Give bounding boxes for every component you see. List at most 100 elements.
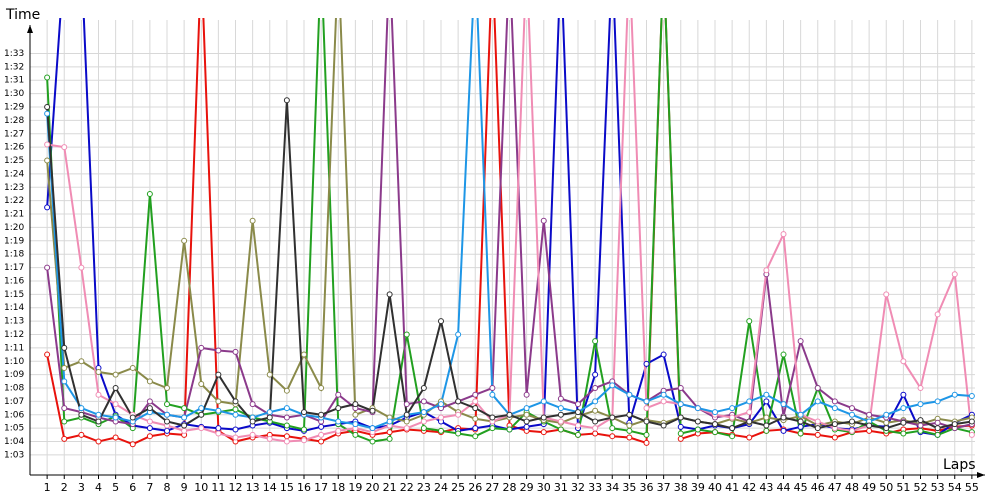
x-tick-label: 3: [78, 481, 85, 494]
point: [198, 405, 205, 412]
point: [249, 431, 256, 438]
point: [489, 414, 496, 421]
point: [181, 405, 188, 412]
point: [283, 414, 290, 421]
point: [95, 391, 102, 398]
point: [506, 426, 513, 433]
point: [797, 338, 804, 345]
point: [540, 217, 547, 224]
x-tick-label: 35: [622, 481, 636, 494]
x-tick-label: 8: [164, 481, 171, 494]
point: [164, 411, 170, 418]
point: [61, 418, 68, 425]
x-tick-label: 51: [896, 481, 910, 494]
point: [797, 430, 804, 437]
x-tick-label: 9: [181, 481, 188, 494]
point: [831, 421, 838, 428]
x-tick-label: 38: [674, 481, 688, 494]
point: [112, 371, 119, 378]
point: [61, 144, 68, 151]
point: [44, 110, 51, 117]
point: [61, 344, 68, 351]
point: [660, 398, 667, 405]
point: [797, 418, 804, 425]
point: [934, 311, 941, 318]
point: [335, 405, 342, 412]
x-tick-label: 21: [383, 481, 397, 494]
point: [164, 427, 170, 434]
point: [403, 425, 410, 432]
point: [472, 415, 479, 422]
y-tick-label: 1:24: [4, 169, 24, 179]
x-tick-label: 46: [811, 481, 825, 494]
point: [592, 371, 599, 378]
point: [232, 348, 239, 355]
point: [420, 425, 427, 432]
point: [164, 385, 170, 392]
point: [712, 429, 718, 436]
point: [198, 411, 205, 418]
point: [626, 411, 633, 418]
point: [266, 414, 273, 421]
point: [44, 74, 51, 81]
x-tick-label: 54: [948, 481, 962, 494]
x-tick-label: 23: [417, 481, 431, 494]
point: [575, 401, 581, 408]
x-arrow: [977, 472, 985, 478]
point: [677, 401, 684, 408]
y-tick-label: 1:13: [4, 317, 24, 327]
x-tick-label: 17: [314, 481, 328, 494]
point: [643, 398, 650, 405]
point: [866, 411, 873, 418]
point: [917, 422, 924, 429]
x-tick-label: 37: [657, 481, 671, 494]
point: [181, 237, 188, 244]
y-tick-label: 1:23: [4, 183, 24, 193]
point: [883, 411, 890, 418]
y-tick-label: 1:09: [4, 370, 24, 380]
point: [438, 427, 444, 434]
point: [592, 418, 599, 425]
point: [215, 407, 222, 414]
point: [181, 427, 188, 434]
y-tick-label: 1:12: [4, 330, 24, 340]
point: [95, 411, 102, 418]
point: [694, 405, 701, 412]
point: [951, 421, 958, 428]
point: [849, 411, 855, 418]
point: [44, 264, 51, 271]
point: [95, 438, 102, 445]
point: [677, 423, 684, 430]
point: [44, 141, 51, 148]
point: [215, 425, 222, 432]
point: [677, 435, 684, 442]
point: [866, 427, 873, 434]
point: [557, 418, 564, 425]
point: [232, 406, 239, 413]
point: [112, 414, 119, 421]
point: [164, 418, 170, 425]
point: [814, 418, 821, 425]
point: [335, 391, 342, 398]
point: [746, 398, 753, 405]
point: [438, 318, 444, 325]
point: [900, 405, 907, 412]
point: [729, 425, 736, 432]
point: [592, 425, 599, 432]
x-tick-label: 45: [794, 481, 808, 494]
point: [420, 418, 427, 425]
point: [729, 433, 736, 440]
point: [283, 422, 290, 429]
point: [643, 431, 650, 438]
y-tick-label: 1:26: [4, 143, 24, 153]
point: [797, 411, 804, 418]
point: [386, 291, 393, 298]
point: [403, 331, 410, 338]
y-tick-label: 1:03: [4, 450, 24, 460]
point: [694, 426, 701, 433]
point: [866, 422, 873, 429]
point: [900, 391, 907, 398]
point: [44, 103, 51, 110]
x-tick-label: 19: [348, 481, 362, 494]
point: [386, 418, 393, 425]
